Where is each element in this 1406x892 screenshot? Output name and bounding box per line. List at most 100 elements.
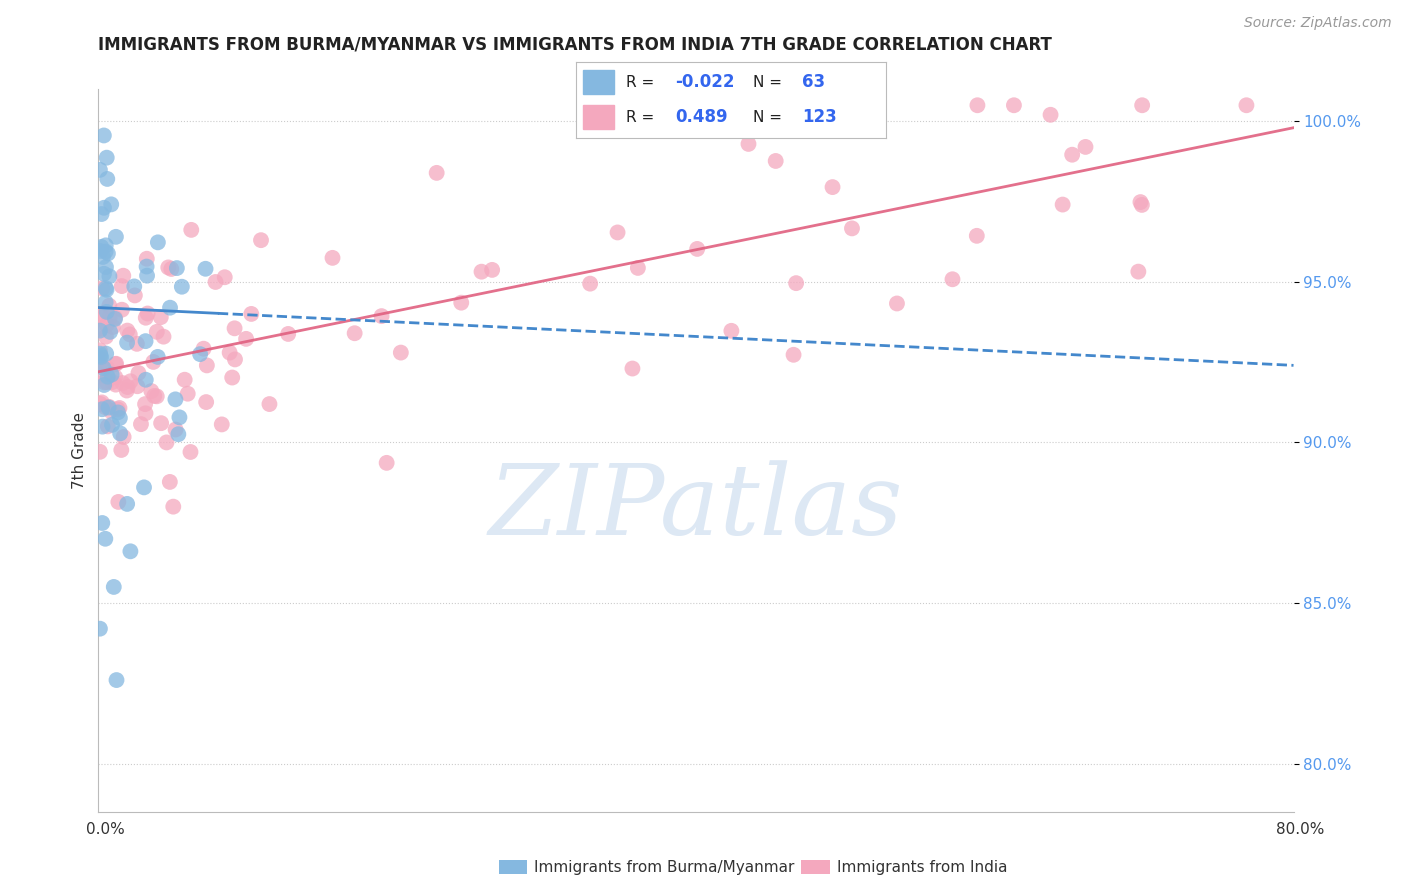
Point <box>720 324 742 338</box>
Text: ZIPatlas: ZIPatlas <box>489 460 903 556</box>
Point <box>89 445 111 459</box>
Point <box>1062 147 1084 161</box>
Point <box>96 318 118 332</box>
Point <box>135 334 157 348</box>
Text: 63: 63 <box>803 73 825 91</box>
Point <box>370 309 392 323</box>
Point <box>89 162 111 177</box>
Point <box>94 260 117 274</box>
Point <box>93 378 115 392</box>
Point <box>240 307 263 321</box>
Point <box>104 377 127 392</box>
Point <box>112 430 135 444</box>
Point <box>1039 108 1062 122</box>
Point <box>115 497 138 511</box>
Point <box>98 269 121 284</box>
Point <box>146 235 169 250</box>
Point <box>96 375 118 389</box>
Point <box>1074 140 1097 154</box>
Point <box>686 242 709 256</box>
Point <box>821 98 844 112</box>
Point <box>111 279 134 293</box>
Point <box>96 283 118 297</box>
Point <box>94 400 117 414</box>
Point <box>321 251 343 265</box>
Point <box>162 500 184 514</box>
Point <box>1236 98 1258 112</box>
Point <box>224 352 246 367</box>
Point <box>146 325 169 339</box>
Point <box>93 267 115 281</box>
Bar <box>582 70 613 95</box>
Text: IMMIGRANTS FROM BURMA/MYANMAR VS IMMIGRANTS FROM INDIA 7TH GRADE CORRELATION CHA: IMMIGRANTS FROM BURMA/MYANMAR VS IMMIGRA… <box>98 36 1052 54</box>
Point <box>765 153 787 168</box>
Point <box>134 406 156 420</box>
Point <box>117 324 139 338</box>
Text: Source: ZipAtlas.com: Source: ZipAtlas.com <box>1244 16 1392 29</box>
Point <box>107 405 129 419</box>
Point <box>97 246 120 260</box>
Point <box>941 272 963 286</box>
Point <box>89 622 111 636</box>
Point <box>149 310 172 325</box>
Point <box>450 295 472 310</box>
Point <box>94 281 117 295</box>
Point <box>157 260 180 275</box>
Point <box>103 580 125 594</box>
Point <box>160 262 183 277</box>
Point <box>105 673 128 687</box>
Point <box>737 136 759 151</box>
Point <box>143 389 166 403</box>
Text: N =: N = <box>752 75 782 90</box>
Point <box>120 374 142 388</box>
Point <box>180 223 202 237</box>
Point <box>104 230 127 244</box>
Point <box>101 375 124 389</box>
Text: R =: R = <box>626 110 654 125</box>
Point <box>91 402 114 417</box>
Point <box>135 260 157 274</box>
Text: -0.022: -0.022 <box>675 73 735 91</box>
Point <box>134 397 156 411</box>
Point <box>579 277 602 291</box>
Text: 123: 123 <box>803 108 837 126</box>
Point <box>91 516 114 530</box>
Text: 0.489: 0.489 <box>675 108 728 126</box>
Point <box>277 326 299 341</box>
Point <box>1130 98 1153 112</box>
Point <box>170 279 193 293</box>
Point <box>343 326 366 341</box>
Point <box>135 310 157 325</box>
Point <box>91 250 114 264</box>
Point <box>96 346 118 360</box>
Point <box>94 295 117 310</box>
Text: R =: R = <box>626 75 654 90</box>
Point <box>159 301 181 315</box>
Point <box>90 395 112 409</box>
Point <box>125 336 148 351</box>
Point <box>235 332 257 346</box>
Point <box>152 329 174 343</box>
Point <box>389 345 412 359</box>
Point <box>89 351 111 366</box>
Point <box>110 442 132 457</box>
Point <box>146 350 169 364</box>
Point <box>97 369 120 384</box>
Point <box>89 343 111 358</box>
Point <box>90 207 112 221</box>
Point <box>224 321 246 335</box>
Point <box>90 240 112 254</box>
Point <box>108 426 131 441</box>
Text: 0.0%: 0.0% <box>86 822 125 837</box>
Point <box>621 361 644 376</box>
Text: N =: N = <box>752 110 782 125</box>
Point <box>104 370 127 384</box>
Point <box>1128 265 1150 279</box>
Point <box>96 361 118 376</box>
Point <box>481 263 503 277</box>
Point <box>129 417 152 431</box>
Point <box>97 400 120 414</box>
Point <box>375 456 398 470</box>
Point <box>94 532 117 546</box>
Point <box>89 346 111 360</box>
